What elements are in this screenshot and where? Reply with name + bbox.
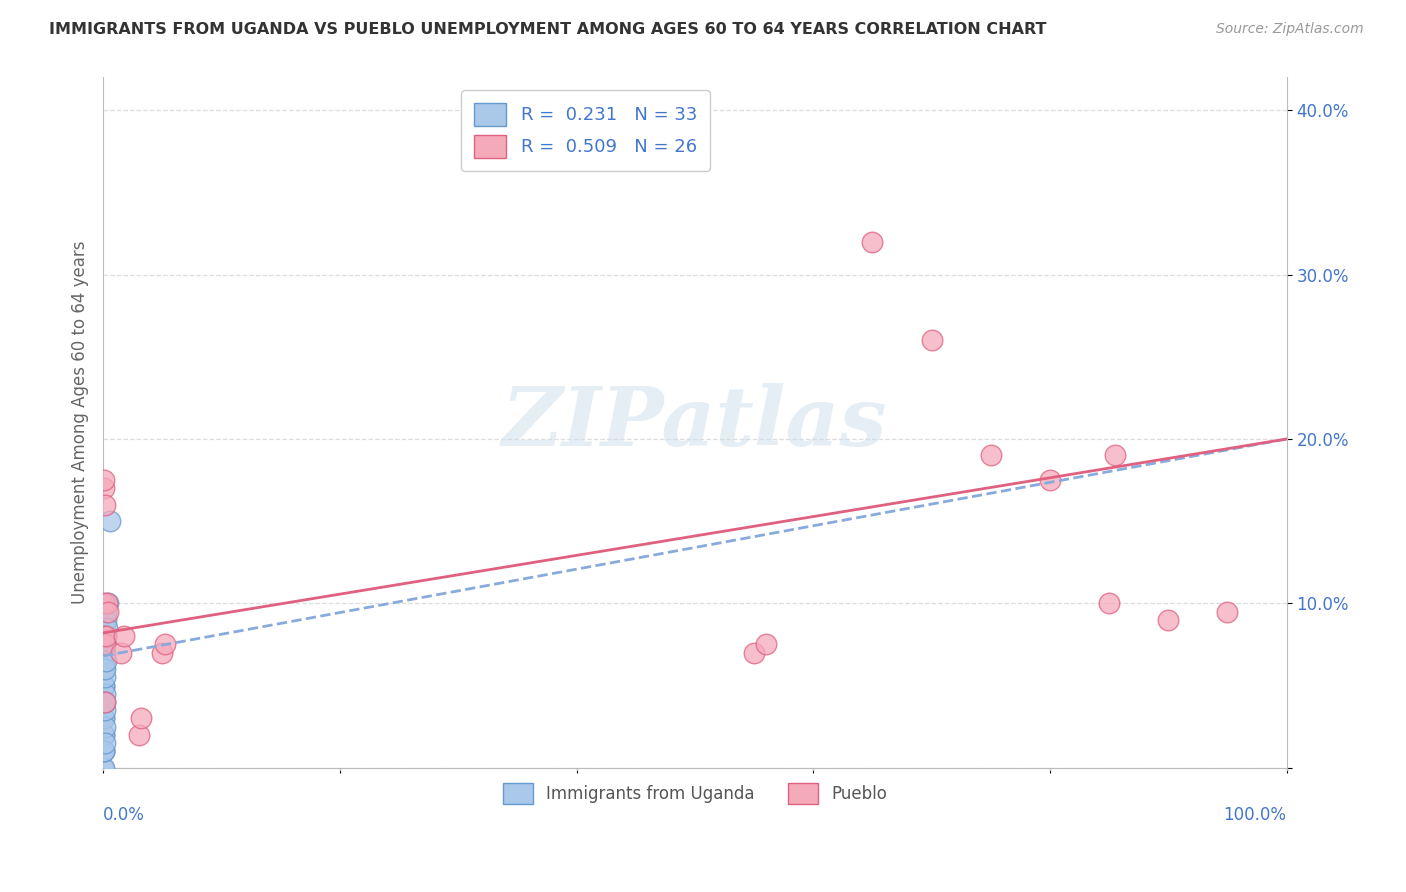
Point	[1098, 596, 1121, 610]
Point	[128, 728, 150, 742]
Point	[94, 646, 117, 660]
Point	[153, 637, 176, 651]
Point	[94, 736, 117, 750]
Legend: Immigrants from Uganda, Pueblo: Immigrants from Uganda, Pueblo	[496, 776, 894, 811]
Point	[129, 711, 152, 725]
Point	[96, 596, 118, 610]
Point	[94, 637, 117, 651]
Text: Source: ZipAtlas.com: Source: ZipAtlas.com	[1216, 22, 1364, 37]
Text: IMMIGRANTS FROM UGANDA VS PUEBLO UNEMPLOYMENT AMONG AGES 60 TO 64 YEARS CORRELAT: IMMIGRANTS FROM UGANDA VS PUEBLO UNEMPLO…	[49, 22, 1046, 37]
Text: 100.0%: 100.0%	[1223, 805, 1286, 823]
Point	[93, 646, 115, 660]
Point	[93, 761, 115, 775]
Point	[1216, 605, 1239, 619]
Point	[93, 720, 115, 734]
Point	[94, 621, 117, 635]
Point	[93, 662, 115, 676]
Point	[94, 637, 117, 651]
Point	[1039, 473, 1062, 487]
Point	[94, 670, 117, 684]
Point	[93, 744, 115, 758]
Point	[742, 646, 765, 660]
Point	[94, 695, 117, 709]
Point	[110, 646, 132, 660]
Point	[94, 654, 117, 668]
Point	[94, 613, 117, 627]
Point	[93, 498, 115, 512]
Point	[97, 596, 120, 610]
Point	[93, 629, 115, 643]
Point	[93, 703, 115, 717]
Text: ZIPatlas: ZIPatlas	[502, 383, 887, 463]
Point	[93, 761, 115, 775]
Point	[755, 637, 778, 651]
Point	[93, 695, 115, 709]
Text: 0.0%: 0.0%	[103, 805, 145, 823]
Point	[93, 481, 115, 495]
Point	[93, 744, 115, 758]
Point	[93, 728, 115, 742]
Point	[93, 473, 115, 487]
Point	[93, 596, 115, 610]
Point	[1104, 449, 1126, 463]
Point	[96, 629, 118, 643]
Point	[860, 235, 883, 249]
Point	[94, 629, 117, 643]
Point	[93, 679, 115, 693]
Point	[980, 449, 1002, 463]
Point	[96, 605, 118, 619]
Point	[921, 334, 943, 348]
Point	[93, 744, 115, 758]
Point	[93, 654, 115, 668]
Point	[97, 605, 120, 619]
Point	[93, 728, 115, 742]
Point	[93, 629, 115, 643]
Y-axis label: Unemployment Among Ages 60 to 64 years: Unemployment Among Ages 60 to 64 years	[72, 241, 89, 604]
Point	[93, 679, 115, 693]
Point	[94, 662, 117, 676]
Point	[150, 646, 173, 660]
Point	[93, 711, 115, 725]
Point	[98, 514, 121, 528]
Point	[96, 621, 118, 635]
Point	[94, 695, 117, 709]
Point	[1157, 613, 1180, 627]
Point	[94, 687, 117, 701]
Point	[114, 629, 136, 643]
Point	[93, 711, 115, 725]
